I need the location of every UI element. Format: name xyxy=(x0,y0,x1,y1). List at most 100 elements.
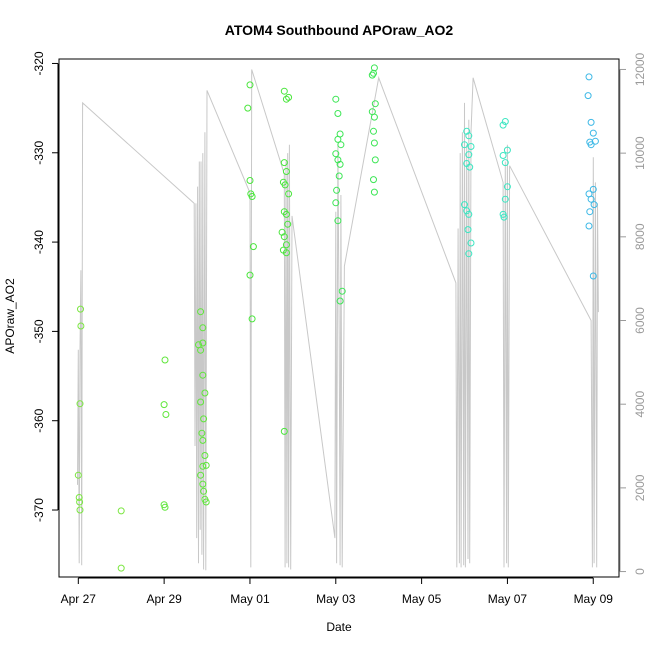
data-point xyxy=(248,193,256,200)
data-point xyxy=(246,271,254,279)
data-point xyxy=(463,207,471,215)
data-point xyxy=(370,69,377,77)
data-point xyxy=(280,427,288,435)
y-tick-label: -350 xyxy=(32,319,46,343)
points-layer xyxy=(74,64,599,572)
data-point xyxy=(199,324,207,332)
data-point xyxy=(285,93,293,101)
data-point xyxy=(280,233,288,241)
plot-frame xyxy=(58,58,620,578)
data-point xyxy=(501,195,509,203)
data-point xyxy=(335,172,343,180)
data-point xyxy=(199,480,207,488)
data-point xyxy=(465,151,473,159)
data-point xyxy=(333,186,341,194)
data-point xyxy=(281,181,289,189)
data-point xyxy=(244,104,252,112)
data-point xyxy=(461,141,468,149)
y-tick-label: -340 xyxy=(32,230,46,254)
data-point xyxy=(282,210,290,218)
data-point xyxy=(465,210,473,218)
data-point xyxy=(463,127,471,135)
y-tick-label: -320 xyxy=(32,51,46,75)
y2-axis: 0 2000 4000 6000 8000 10000 12000 xyxy=(619,52,647,575)
data-point xyxy=(585,222,593,230)
data-point xyxy=(280,87,288,95)
data-point xyxy=(77,305,84,313)
data-point xyxy=(587,141,595,149)
data-point xyxy=(371,156,379,164)
chart-title: ATOM4 Southbound APOraw_AO2 xyxy=(225,22,454,38)
data-point xyxy=(117,507,125,515)
x-tick-label: May 03 xyxy=(316,592,356,606)
y2-tick-label: 2000 xyxy=(633,474,647,501)
data-point xyxy=(200,487,208,495)
data-point xyxy=(161,503,169,511)
y2-tick-label: 0 xyxy=(633,568,647,575)
data-point xyxy=(199,462,207,470)
data-point xyxy=(197,346,205,354)
data-point xyxy=(117,564,125,572)
data-point xyxy=(467,143,475,150)
data-point xyxy=(589,129,597,137)
data-point xyxy=(465,132,473,140)
data-point xyxy=(500,213,508,221)
data-point xyxy=(284,220,292,228)
y-tick-label: -330 xyxy=(32,140,46,164)
data-point xyxy=(370,139,378,147)
data-point xyxy=(282,168,290,175)
data-point xyxy=(74,471,82,479)
x-axis: Apr 27 Apr 29 May 01 May 03 May 05 May 07 May … xyxy=(61,577,614,606)
data-point xyxy=(249,243,257,251)
data-point xyxy=(465,250,473,258)
data-point xyxy=(199,339,207,347)
data-point xyxy=(371,100,379,108)
data-point xyxy=(77,322,85,330)
data-point xyxy=(503,146,511,154)
y-tick-label: -360 xyxy=(32,408,46,432)
data-point xyxy=(75,494,83,501)
x-axis-label: Date xyxy=(326,620,352,634)
data-point xyxy=(591,137,599,145)
data-point xyxy=(161,356,169,364)
data-point xyxy=(246,177,254,184)
y2-tick-label: 12000 xyxy=(633,52,647,86)
data-point xyxy=(370,127,377,135)
data-point xyxy=(589,185,597,193)
x-tick-label: May 09 xyxy=(574,592,614,606)
data-point xyxy=(338,287,346,295)
data-point xyxy=(501,118,509,125)
x-tick-label: May 01 xyxy=(230,592,270,606)
y2-tick-label: 6000 xyxy=(633,307,647,334)
data-point xyxy=(198,429,206,437)
y-axis-label: APOraw_AO2 xyxy=(3,278,17,354)
data-point xyxy=(501,159,509,167)
data-point xyxy=(370,188,378,196)
x-tick-label: Apr 27 xyxy=(61,592,97,606)
data-point xyxy=(589,272,597,280)
data-point xyxy=(246,81,254,89)
data-point xyxy=(336,297,344,305)
data-point xyxy=(461,201,468,209)
data-point xyxy=(467,239,475,247)
data-point xyxy=(76,506,84,514)
data-point xyxy=(503,183,511,191)
y2-tick-label: 4000 xyxy=(633,391,647,418)
data-point xyxy=(197,398,205,406)
data-point xyxy=(278,228,286,236)
data-point xyxy=(334,110,342,117)
x-tick-label: May 07 xyxy=(488,592,528,606)
y-tick-label: -370 xyxy=(32,498,46,522)
data-point xyxy=(160,401,168,409)
y2-tick-label: 10000 xyxy=(633,136,647,170)
data-point xyxy=(586,208,594,216)
data-point xyxy=(201,452,209,459)
data-point xyxy=(76,498,84,506)
data-point xyxy=(202,498,210,506)
data-point xyxy=(282,95,290,103)
y-axis: -370 -360 -350 -340 -330 -320 xyxy=(32,51,59,522)
data-point xyxy=(587,195,595,203)
data-point xyxy=(332,150,340,158)
